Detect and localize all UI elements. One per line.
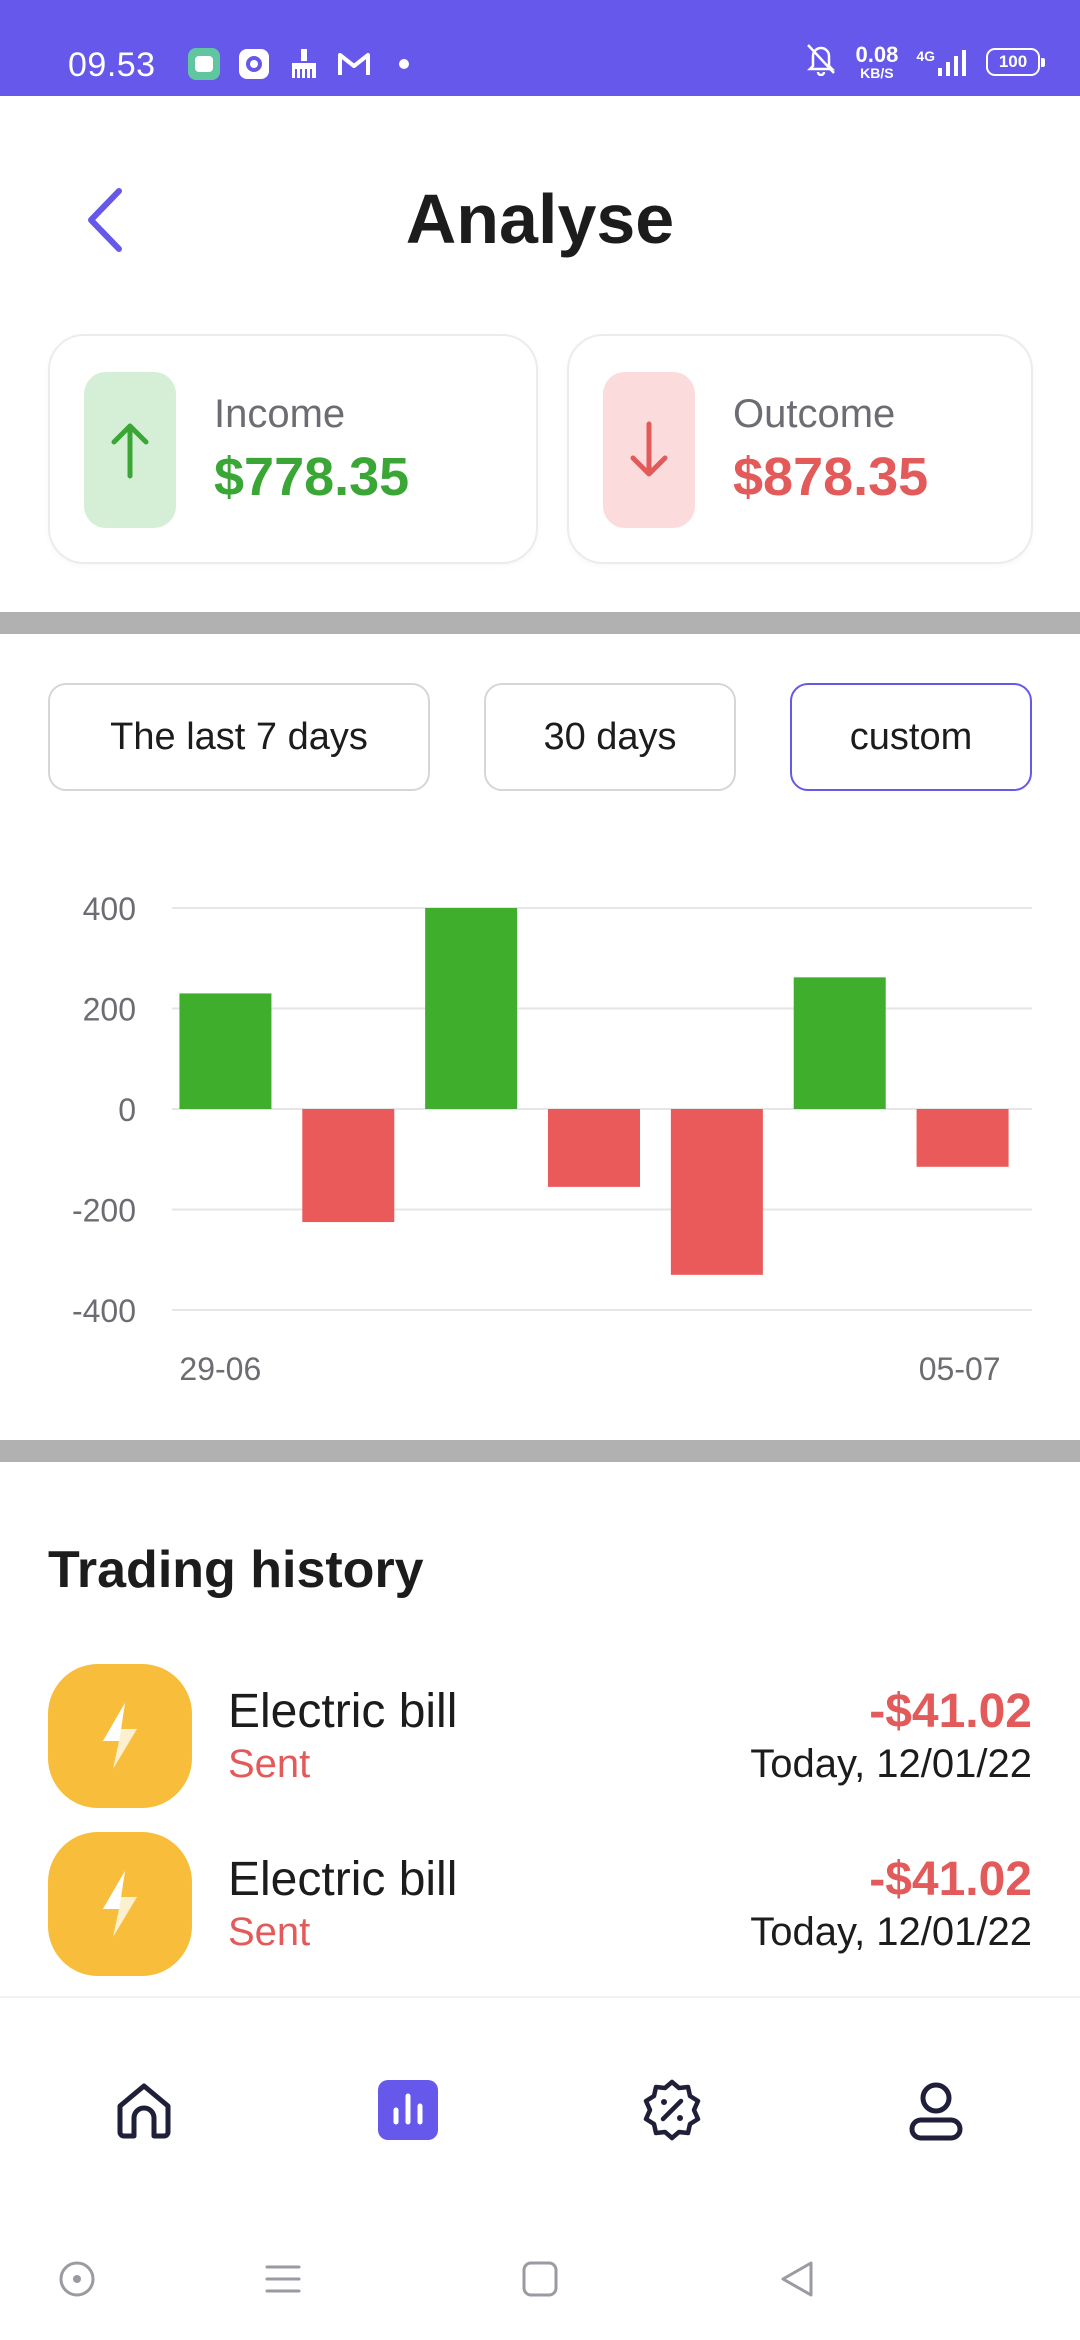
nav-analytics[interactable]	[368, 2070, 448, 2150]
transaction-name: Electric bill	[228, 1853, 458, 1906]
page-title: Analyse	[405, 180, 675, 258]
transaction-status: Sent	[228, 1910, 311, 1954]
profile-icon	[909, 2082, 963, 2141]
assistant-button[interactable]	[52, 2254, 102, 2304]
transaction-icon-box	[48, 1664, 192, 1808]
battery-level: 100	[998, 51, 1028, 71]
lightning-icon	[103, 1871, 137, 1937]
triangle-back-icon	[781, 2261, 813, 2297]
transaction-amount: -$41.02	[869, 1685, 1032, 1738]
system-navigation-bar	[0, 2214, 1080, 2340]
nav-offers[interactable]	[632, 2070, 712, 2150]
transaction-row[interactable]: Electric bill Sent -$41.02 Today, 12/01/…	[48, 1832, 1032, 1980]
transaction-date: Today, 12/01/22	[750, 1910, 1032, 1954]
back-button[interactable]	[70, 180, 140, 260]
lightning-icon	[103, 1703, 137, 1769]
network-speed-unit: KB/S	[860, 64, 894, 81]
cleaner-notification-icon	[286, 46, 322, 82]
y-tick-label: 0	[118, 1092, 136, 1128]
discount-badge-icon	[643, 2079, 701, 2141]
network-type: 4G	[916, 47, 935, 64]
outcome-bar	[670, 1109, 763, 1275]
y-tick-label: -400	[72, 1293, 136, 1329]
network-speed-value: 0.08	[855, 41, 899, 67]
transaction-name: Electric bill	[228, 1685, 458, 1738]
status-system-icons: 0.08 KB/S 4G 100	[805, 41, 1045, 81]
menu-lines-icon	[265, 2265, 301, 2293]
balance-chart: 400 200 0 -200 -400 29-06 05-07	[0, 870, 1080, 1410]
menu-button[interactable]	[258, 2254, 308, 2304]
income-bar	[179, 993, 272, 1109]
arrow-up-icon	[111, 423, 149, 479]
outcome-icon-box	[603, 372, 695, 528]
section-divider	[0, 1440, 1080, 1462]
y-tick-label: 400	[83, 891, 136, 927]
signal-4g-icon: 4G	[916, 48, 968, 76]
outcome-bar	[548, 1109, 640, 1187]
chart-icon	[378, 2080, 438, 2140]
outcome-label: Outcome	[733, 392, 896, 436]
status-bar: 09.53 0.08 KB/S 4G 100	[0, 0, 1080, 96]
outcome-bar	[916, 1109, 1009, 1167]
nav-profile[interactable]	[896, 2070, 976, 2150]
transaction-status: Sent	[228, 1742, 311, 1786]
more-notifications-dot-icon	[386, 46, 422, 82]
outcome-amount: $878.35	[733, 447, 929, 507]
income-amount: $778.35	[214, 447, 410, 507]
transaction-amount: -$41.02	[869, 1853, 1032, 1906]
section-divider	[0, 612, 1080, 634]
bar-chart: 400 200 0 -200 -400 29-06 05-07	[72, 891, 1032, 1387]
transaction-date: Today, 12/01/22	[750, 1742, 1032, 1786]
filter-30-days-button[interactable]: 30 days	[484, 683, 736, 791]
network-speed: 0.08 KB/S	[855, 41, 899, 81]
camera-notification-icon	[236, 46, 272, 82]
filter-custom-button[interactable]: custom	[790, 683, 1032, 791]
y-tick-label: 200	[83, 992, 136, 1028]
x-tick-label: 05-07	[919, 1351, 1001, 1387]
home-button[interactable]	[515, 2254, 565, 2304]
square-home-icon	[522, 2261, 558, 2297]
assistant-circle-icon	[59, 2261, 95, 2297]
app-notification-icon	[186, 46, 222, 82]
outcome-bar	[302, 1109, 395, 1223]
mute-bell-icon	[805, 42, 837, 81]
status-notification-icons	[186, 46, 422, 82]
transaction-row[interactable]: Electric bill Sent -$41.02 Today, 12/01/…	[48, 1664, 1032, 1812]
gmail-notification-icon	[336, 46, 372, 82]
x-tick-label: 29-06	[179, 1351, 261, 1387]
income-bar	[425, 908, 518, 1109]
trading-history-title: Trading history	[48, 1541, 424, 1599]
home-icon	[117, 2083, 171, 2139]
status-time: 09.53	[68, 46, 156, 84]
header: Analyse	[0, 96, 1080, 336]
filter-last-7-days-button[interactable]: The last 7 days	[48, 683, 430, 791]
chevron-left-icon	[88, 188, 122, 252]
income-icon-box	[84, 372, 176, 528]
income-label: Income	[214, 392, 346, 436]
nav-home[interactable]	[104, 2070, 184, 2150]
bottom-navigation	[0, 1996, 1080, 2214]
y-tick-label: -200	[72, 1193, 136, 1229]
transaction-icon-box	[48, 1832, 192, 1976]
battery-icon: 100	[986, 47, 1045, 76]
income-bar	[793, 977, 886, 1109]
arrow-down-icon	[630, 421, 668, 477]
outcome-card: Outcome $878.35	[567, 334, 1033, 564]
back-system-button[interactable]	[772, 2254, 822, 2304]
income-card: Income $778.35	[48, 334, 538, 564]
